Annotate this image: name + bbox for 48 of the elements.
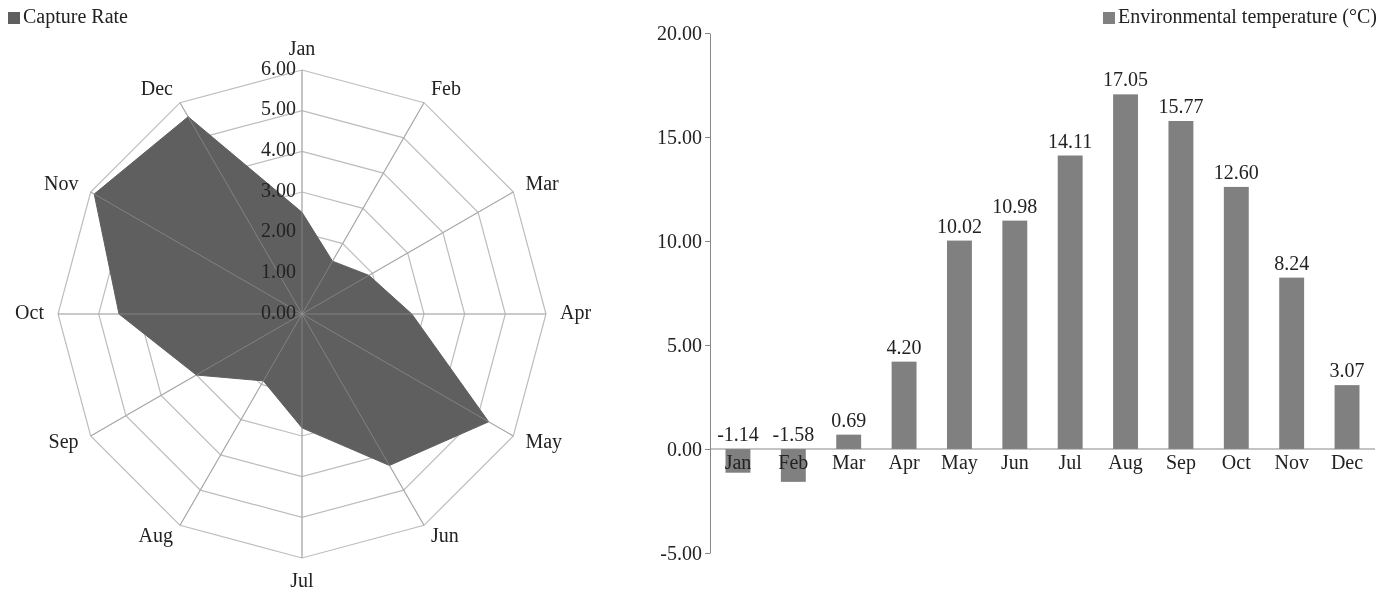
- legend-label: Capture Rate: [23, 4, 129, 28]
- x-tick-label: Oct: [1221, 451, 1252, 473]
- x-tick-label: Dec: [1330, 451, 1364, 473]
- x-tick-label: Mar: [832, 451, 866, 473]
- data-label: 10.98: [992, 194, 1038, 217]
- spoke-label: Jun: [431, 524, 459, 547]
- spoke-label: Oct: [15, 300, 45, 323]
- x-tick-label: Nov: [1274, 451, 1309, 473]
- spoke-label: Feb: [431, 77, 461, 100]
- x-tick-label: Apr: [888, 451, 920, 474]
- y-tick-label: 2.00: [261, 219, 296, 242]
- y-tick-label: 20.00: [657, 21, 702, 44]
- spoke-label: Dec: [140, 77, 174, 100]
- y-tick-label: -5.00: [660, 541, 702, 564]
- x-tick-label: May: [941, 451, 978, 474]
- spoke-label: Mar: [525, 171, 560, 194]
- y-tick-label: 4.00: [261, 137, 296, 160]
- data-label: -1.58: [772, 423, 815, 445]
- y-tick-label: 6.00: [261, 56, 296, 79]
- y-tick-label: 15.00: [657, 125, 702, 148]
- data-label: 12.60: [1213, 160, 1259, 183]
- spoke-label: Jul: [290, 568, 315, 591]
- data-label: 8.24: [1274, 251, 1310, 274]
- spoke-label: Aug: [138, 524, 173, 548]
- y-tick-label: 1.00: [261, 259, 296, 282]
- data-label: 10.02: [936, 214, 982, 237]
- data-label: 17.05: [1103, 68, 1149, 91]
- x-tick-label: Aug: [1108, 451, 1143, 474]
- spoke-label: Nov: [44, 171, 79, 194]
- data-label: 0.69: [831, 408, 867, 431]
- data-label: -1.14: [717, 423, 759, 445]
- data-label: 15.77: [1158, 94, 1204, 117]
- data-label: 14.11: [1048, 129, 1093, 152]
- spoke-label: May: [525, 429, 563, 453]
- legend-label: Environmental temperature (°C): [1117, 4, 1377, 28]
- y-tick-label: 5.00: [261, 97, 296, 120]
- x-tick-label: Sep: [1165, 451, 1196, 474]
- x-tick-label: Jun: [1000, 451, 1029, 473]
- y-tick-label: 0.00: [261, 300, 296, 323]
- spoke-label: Sep: [48, 429, 79, 453]
- spoke-label: Jan: [288, 36, 316, 59]
- y-tick-label: 10.00: [657, 229, 702, 252]
- y-tick-label: 5.00: [667, 333, 702, 356]
- spoke-label: Apr: [560, 300, 592, 324]
- data-label: 3.07: [1329, 359, 1365, 382]
- x-tick-label: Jul: [1058, 451, 1083, 473]
- data-label: 4.20: [886, 335, 922, 358]
- y-tick-label: 0.00: [667, 437, 702, 460]
